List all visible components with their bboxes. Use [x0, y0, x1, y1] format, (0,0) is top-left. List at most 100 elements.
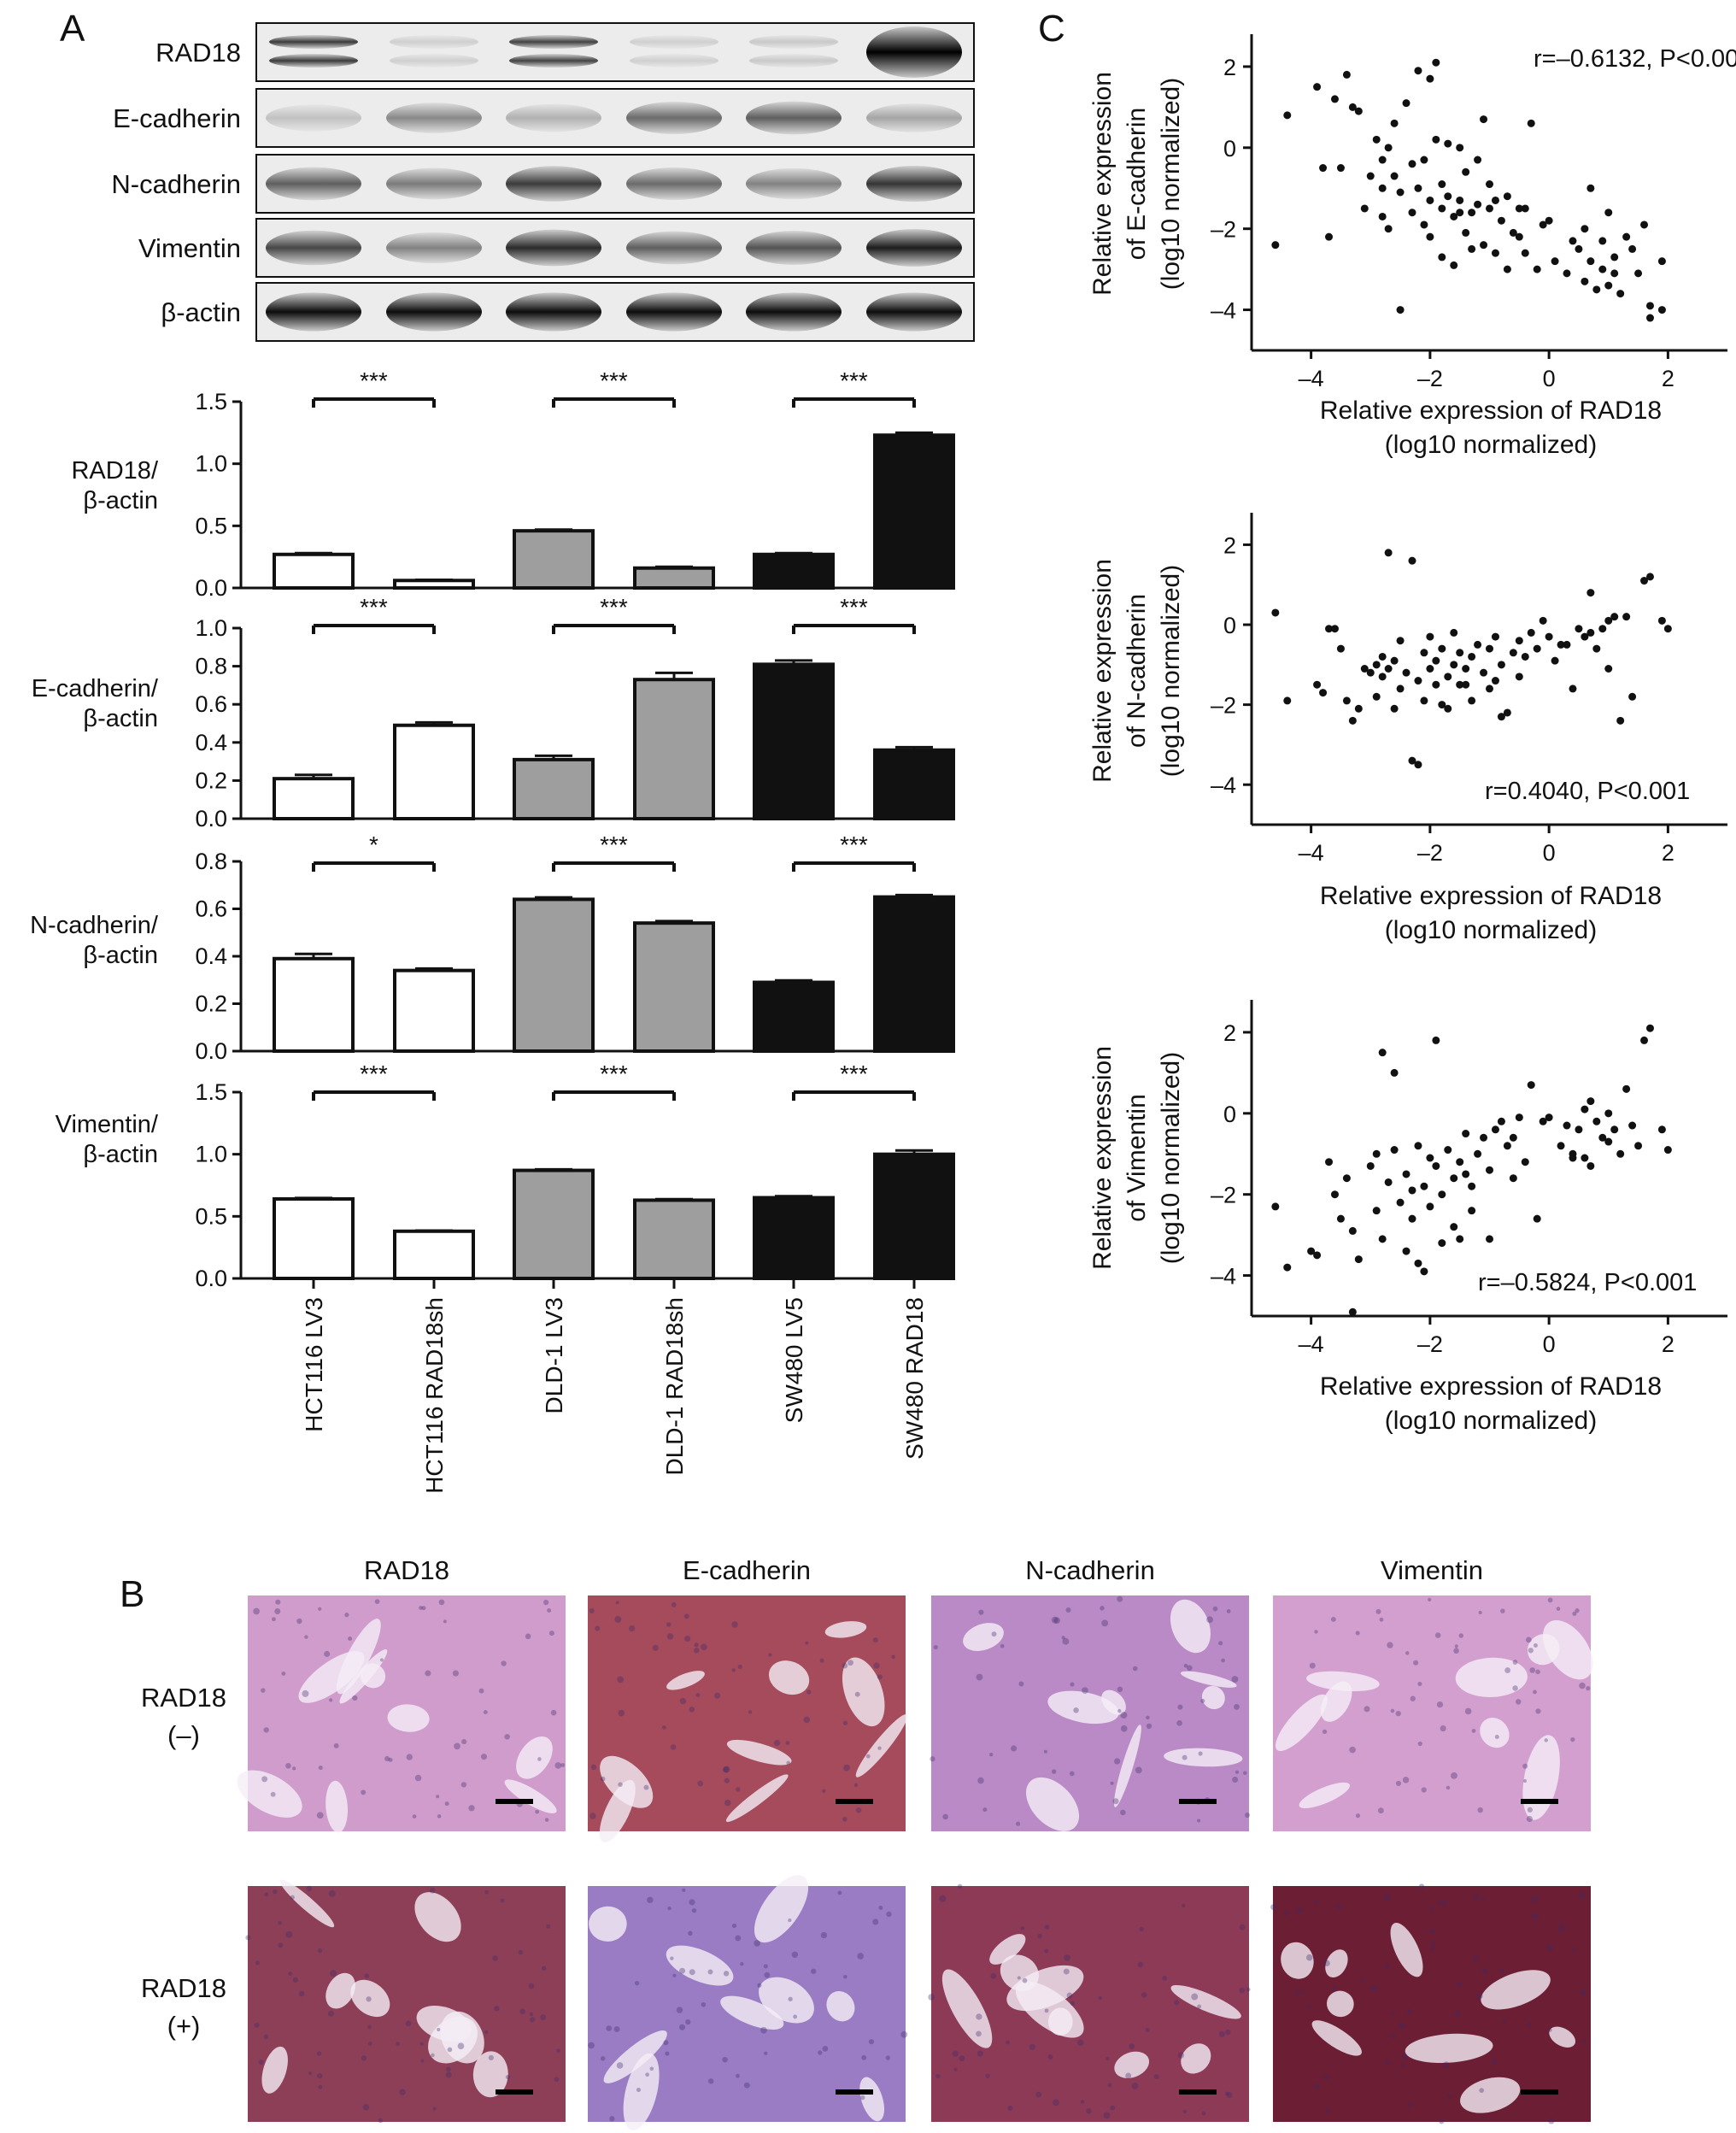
- blot-band: [630, 54, 718, 68]
- scale-bar: [1521, 1799, 1558, 1804]
- ihc-nucleus: [643, 1784, 649, 1790]
- y-tick-label: –4: [1211, 298, 1236, 324]
- data-point: [1616, 1149, 1625, 1158]
- data-point: [1336, 1214, 1345, 1223]
- category-label: HCT116 LV3: [301, 1297, 327, 1432]
- blot-band: [746, 292, 842, 332]
- ihc-nucleus: [1029, 2043, 1035, 2050]
- significance-label: ***: [360, 367, 388, 394]
- blot-band: [386, 103, 482, 133]
- data-point: [1604, 665, 1613, 673]
- data-point: [1468, 696, 1476, 705]
- ihc-nucleus: [1218, 2030, 1225, 2037]
- ihc-nucleus: [1305, 1954, 1313, 1961]
- data-point: [1509, 649, 1517, 657]
- data-point: [1378, 673, 1387, 681]
- data-point: [1575, 1125, 1583, 1134]
- ihc-nucleus: [316, 2051, 322, 2056]
- data-point: [1545, 632, 1553, 641]
- ihc-nucleus: [822, 1789, 826, 1794]
- ihc-nucleus: [803, 1716, 811, 1724]
- ihc-nucleus: [317, 2072, 323, 2079]
- y-axis-label: E-cadherin/: [32, 675, 159, 702]
- data-point: [1604, 209, 1613, 217]
- ihc-nucleus: [1454, 1644, 1458, 1648]
- data-point: [1592, 644, 1601, 653]
- ihc-nucleus: [460, 1782, 467, 1788]
- ihc-nucleus: [317, 1948, 323, 1954]
- significance-label: ***: [360, 594, 388, 620]
- data-point: [1539, 616, 1547, 625]
- ihc-lumen: [666, 1945, 734, 1986]
- ihc-lumen: [1170, 1984, 1241, 2019]
- ihc-nucleus: [1359, 1977, 1364, 1983]
- ihc-nucleus: [445, 2071, 452, 2078]
- ihc-nucleus: [1022, 1977, 1028, 1983]
- ihc-nucleus: [843, 1764, 850, 1772]
- correlation-annotation: r=0.4040, P<0.001: [1485, 778, 1690, 805]
- ihc-nucleus: [1355, 1631, 1360, 1636]
- data-point: [1438, 644, 1446, 653]
- ihc-nucleus: [1141, 1992, 1147, 1998]
- ihc-lumen: [989, 1934, 1026, 1965]
- blot-strip-frame: [255, 88, 975, 148]
- ihc-nucleus: [457, 2042, 465, 2050]
- ihc-nucleus: [634, 1980, 640, 1986]
- ihc-nucleus: [272, 1617, 276, 1622]
- correlation-annotation: r=–0.6132, P<0.001: [1534, 45, 1736, 73]
- data-point: [1509, 228, 1517, 237]
- x-tick-label: –4: [1299, 840, 1324, 866]
- ihc-nucleus: [1177, 1704, 1183, 1710]
- ihc-nucleus: [722, 1766, 730, 1773]
- blot-band: [749, 54, 838, 68]
- blot-band: [626, 292, 722, 332]
- ihc-nucleus: [1139, 1926, 1144, 1932]
- ihc-nucleus: [1120, 1725, 1128, 1732]
- ihc-nucleus: [805, 1641, 809, 1645]
- ihc-lumen: [1405, 2033, 1493, 2064]
- data-point: [1645, 1024, 1654, 1032]
- data-point: [1390, 656, 1399, 665]
- ihc-nucleus: [1314, 1630, 1318, 1634]
- ihc-nucleus: [645, 2072, 649, 2077]
- data-point: [1390, 1068, 1399, 1077]
- ihc-column-header: N-cadherin: [1025, 1555, 1155, 1585]
- ihc-nucleus: [701, 1643, 707, 1651]
- ihc-nucleus: [1100, 1606, 1105, 1611]
- blot-band: [866, 26, 962, 78]
- ihc-nucleus: [1066, 1992, 1073, 1999]
- ihc-nucleus: [601, 2056, 606, 2061]
- ihc-nucleus: [1239, 1924, 1246, 1930]
- data-point: [1313, 1251, 1322, 1260]
- ihc-nucleus: [1086, 2108, 1092, 2114]
- ihc-nucleus: [1182, 2109, 1187, 2114]
- ihc-nucleus: [1330, 1617, 1336, 1622]
- significance-label: ***: [840, 367, 868, 394]
- ihc-nucleus: [878, 1906, 883, 1910]
- x-tick-label: 2: [1662, 366, 1674, 391]
- ihc-nucleus: [432, 2107, 437, 2111]
- ihc-nucleus: [689, 1707, 695, 1713]
- data-point: [1640, 220, 1649, 229]
- significance-label: *: [369, 831, 378, 858]
- ihc-nucleus: [1405, 1651, 1410, 1655]
- y-tick-label: 0.0: [195, 806, 227, 831]
- ihc-nucleus: [1499, 1969, 1504, 1973]
- data-point: [1640, 1036, 1649, 1044]
- data-point: [1366, 1161, 1375, 1170]
- data-point: [1581, 1154, 1589, 1162]
- data-point: [1486, 644, 1493, 653]
- data-point: [1354, 704, 1363, 713]
- ihc-nucleus: [367, 2024, 372, 2030]
- ihc-nucleus: [1384, 1894, 1391, 1901]
- ihc-nucleus: [1446, 2094, 1452, 2099]
- ihc-nucleus: [666, 1633, 674, 1640]
- ihc-nucleus: [1494, 1735, 1499, 1740]
- y-axis-label: (log10 normalized): [1157, 1052, 1185, 1264]
- ihc-nucleus: [629, 1625, 636, 1632]
- y-tick-label: –4: [1211, 773, 1236, 798]
- data-point: [1432, 135, 1440, 144]
- panel-label-c: C: [1038, 8, 1065, 50]
- category-label: SW480 LV5: [781, 1297, 807, 1423]
